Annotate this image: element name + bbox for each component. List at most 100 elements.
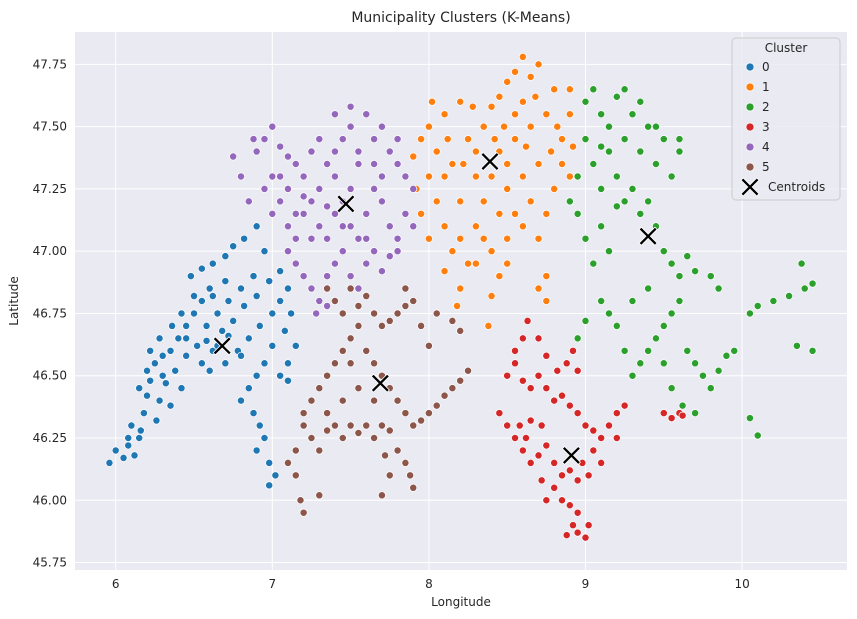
cluster-4-point: [323, 302, 332, 310]
cluster-0-point: [213, 309, 222, 318]
cluster-1-point: [518, 52, 527, 61]
cluster-4-point: [323, 202, 332, 211]
cluster-2-point: [753, 431, 762, 440]
cluster-2-point: [730, 346, 739, 355]
cluster-1-point: [471, 172, 480, 181]
cluster-0-point: [182, 321, 191, 330]
cluster-5-point: [377, 491, 386, 500]
cluster-2-point: [675, 147, 684, 156]
cluster-4-point: [315, 222, 324, 231]
cluster-1-point: [487, 102, 496, 111]
cluster-5-point: [401, 302, 410, 310]
cluster-2-point: [581, 234, 590, 243]
cluster-2-point: [597, 110, 606, 119]
cluster-5-point: [323, 284, 332, 293]
cluster-4-point: [401, 172, 410, 181]
cluster-4-point: [362, 209, 371, 218]
cluster-5-point: [362, 292, 371, 300]
cluster-4-point: [409, 184, 418, 193]
cluster-1-point: [495, 209, 504, 218]
cluster-0-point: [124, 441, 133, 450]
cluster-2-point: [691, 409, 700, 418]
cluster-1-point: [518, 97, 527, 106]
cluster-2-point: [706, 272, 715, 281]
cluster-1-point: [440, 172, 449, 181]
cluster-4-point: [377, 267, 386, 276]
cluster-2-point: [636, 97, 645, 106]
cluster-5-point: [284, 458, 292, 467]
cluster-4-point: [244, 197, 253, 206]
cluster-1-point: [531, 92, 540, 101]
y-tick-label: 47.75: [33, 57, 67, 71]
cluster-0-point: [205, 366, 214, 375]
cluster-5-point: [338, 346, 347, 355]
centroid-marker: [370, 373, 390, 393]
cluster-5-point: [330, 359, 339, 368]
cluster-3-point: [542, 351, 551, 360]
cluster-4-point: [284, 152, 292, 161]
cluster-4-point: [284, 184, 292, 193]
cluster-5-point: [377, 421, 386, 430]
cluster-2-point: [667, 259, 676, 268]
cluster-1-point: [471, 259, 480, 268]
cluster-3-point: [537, 421, 546, 430]
cluster-0-point: [143, 391, 151, 400]
cluster-4-point: [237, 172, 245, 181]
cluster-4-point: [315, 135, 324, 144]
cluster-0-point: [146, 376, 155, 385]
cluster-2-point: [620, 85, 629, 94]
cluster-5-point: [338, 309, 347, 318]
cluster-1-point: [565, 85, 574, 94]
cluster-2-point: [706, 384, 715, 393]
cluster-1-point: [542, 272, 551, 281]
cluster-2-point: [589, 85, 598, 94]
cluster-0-point: [177, 309, 186, 318]
cluster-2-point: [628, 184, 637, 193]
cluster-5-point: [409, 297, 418, 305]
cluster-3-point: [569, 346, 577, 355]
cluster-0-point: [146, 346, 155, 355]
cluster-0-point: [265, 481, 274, 490]
cluster-5-point: [299, 508, 308, 517]
cluster-1-point: [511, 67, 519, 76]
cluster-5-point: [291, 446, 300, 455]
cluster-0-point: [197, 297, 206, 305]
cluster-2-point: [605, 247, 613, 256]
cluster-4-point: [393, 247, 402, 256]
cluster-0-point: [130, 451, 139, 460]
cluster-2-point: [792, 341, 801, 350]
cluster-0-point: [265, 458, 274, 467]
cluster-2-point: [644, 346, 653, 355]
cluster-4-point: [268, 172, 277, 181]
cluster-2-point: [652, 334, 660, 343]
cluster-5-point: [354, 429, 363, 437]
cluster-4-point: [307, 284, 316, 293]
cluster-0-point: [171, 366, 180, 375]
cluster-5-point: [291, 471, 300, 480]
cluster-3-point: [612, 409, 621, 418]
cluster-2-point: [605, 147, 613, 156]
cluster-5-point: [385, 316, 394, 325]
cluster-2-point: [698, 371, 707, 380]
cluster-2-point: [678, 401, 687, 410]
cluster-0-point: [237, 284, 245, 293]
cluster-4-point: [409, 222, 418, 231]
cluster-1-point: [487, 247, 496, 256]
cluster-5-point: [456, 326, 465, 335]
cluster-2-point: [745, 414, 754, 423]
cluster-2-point: [597, 142, 606, 151]
cluster-3-point: [558, 471, 566, 480]
cluster-0-point: [197, 264, 206, 273]
cluster-3-point: [573, 528, 582, 537]
cluster-4-point: [330, 259, 339, 268]
cluster-3-point: [515, 421, 524, 430]
cluster-0-point: [158, 351, 167, 360]
cluster-5-point: [424, 341, 433, 350]
cluster-4-point: [370, 135, 379, 144]
cluster-1-point: [503, 77, 512, 86]
cluster-4-point: [362, 259, 371, 268]
cluster-3-point: [562, 359, 571, 368]
legend-marker: [745, 142, 755, 152]
cluster-3-point: [537, 476, 546, 485]
cluster-1-point: [417, 135, 426, 144]
